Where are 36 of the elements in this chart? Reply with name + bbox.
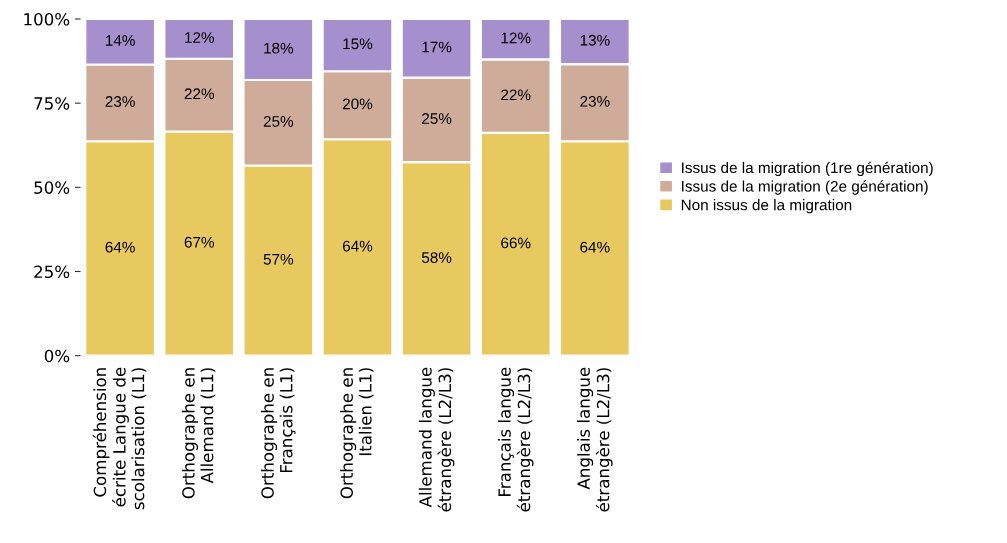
data-label: 57% bbox=[263, 253, 294, 265]
data-label: 15% bbox=[343, 38, 373, 50]
legend-label: Issus de la migration (2e génération) bbox=[682, 180, 928, 195]
x-tick-label: Français langue étrangère (L2/L3) bbox=[497, 367, 534, 512]
y-tick-label: 100% bbox=[24, 12, 70, 26]
data-label: 18% bbox=[264, 42, 294, 54]
data-label: 58% bbox=[421, 252, 452, 263]
data-label: 67% bbox=[184, 236, 214, 248]
y-tick-label: 75% bbox=[34, 97, 70, 110]
y-tick-label: 0% bbox=[44, 349, 70, 363]
data-label: 20% bbox=[342, 98, 373, 110]
legend-label: Non issus de la migration bbox=[681, 199, 852, 214]
data-label: 64% bbox=[342, 240, 373, 252]
data-label: 25% bbox=[263, 115, 294, 127]
x-tick-label: Compréhension écrite Langue de scolarisation (L1) bbox=[92, 367, 147, 510]
y-tick-label: 25% bbox=[34, 265, 70, 279]
x-tick-label: Orthographe en Allemand (L1) bbox=[181, 368, 216, 499]
data-label: 23% bbox=[580, 95, 610, 107]
legend-label: Issus de la migration (1re génération) bbox=[682, 161, 933, 177]
data-label: 66% bbox=[501, 237, 531, 249]
data-label: 22% bbox=[501, 89, 531, 101]
data-label: 17% bbox=[422, 41, 452, 53]
x-tick-label: Orthographe en Italien (L1) bbox=[340, 368, 374, 499]
data-label: 12% bbox=[501, 32, 531, 44]
x-tick-label: Allemand langue étrangère (L2/L3) bbox=[418, 367, 455, 512]
data-label: 14% bbox=[106, 35, 135, 46]
y-tick-label: 50% bbox=[34, 181, 70, 194]
data-label: 12% bbox=[185, 32, 214, 43]
data-label: 25% bbox=[422, 113, 452, 124]
data-label: 22% bbox=[184, 88, 214, 100]
data-label: 23% bbox=[105, 96, 135, 107]
data-label: 64% bbox=[580, 241, 610, 253]
x-tick-label: Anglais langue étrangère (L2/L3) bbox=[577, 367, 613, 512]
data-label: 64% bbox=[105, 241, 135, 253]
data-label: 13% bbox=[580, 34, 610, 46]
x-tick-label: Orthographe en Français (L1) bbox=[260, 368, 296, 499]
